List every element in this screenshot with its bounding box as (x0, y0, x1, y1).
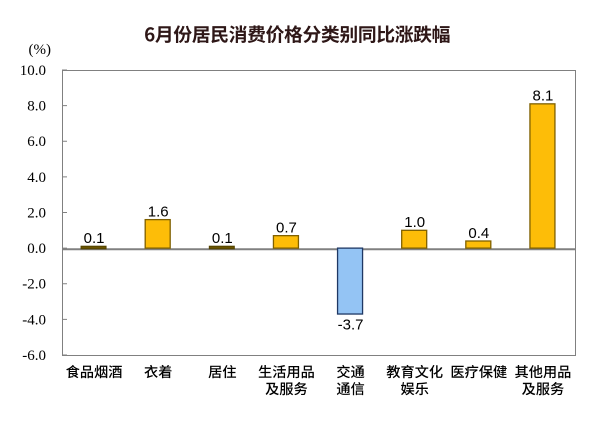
svg-text:-4.0: -4.0 (22, 312, 46, 328)
svg-text:0.4: 0.4 (468, 225, 489, 242)
svg-text:-2.0: -2.0 (22, 277, 46, 293)
svg-text:0.1: 0.1 (84, 230, 105, 247)
svg-text:-3.7: -3.7 (338, 317, 364, 334)
svg-text:1.0: 1.0 (404, 214, 425, 231)
svg-text:(%): (%) (29, 42, 52, 58)
svg-text:0.1: 0.1 (212, 230, 233, 247)
svg-text:1.6: 1.6 (148, 203, 169, 220)
svg-text:-6.0: -6.0 (22, 348, 46, 364)
svg-text:8.0: 8.0 (27, 99, 46, 115)
svg-text:10.0: 10.0 (20, 63, 46, 79)
svg-text:8.1: 8.1 (533, 88, 554, 105)
svg-text:4.0: 4.0 (27, 170, 46, 186)
svg-text:0.0: 0.0 (27, 241, 46, 257)
svg-text:0.7: 0.7 (276, 219, 297, 236)
svg-text:6.0: 6.0 (27, 134, 46, 150)
svg-text:2.0: 2.0 (27, 205, 46, 221)
